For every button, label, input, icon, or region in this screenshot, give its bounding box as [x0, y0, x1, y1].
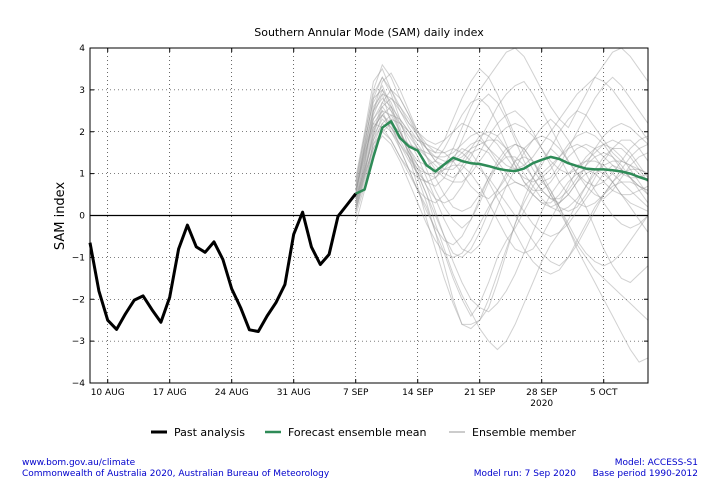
y-tick-label: −2	[72, 295, 85, 305]
legend-ensemble-member-label: Ensemble member	[472, 426, 576, 439]
ensemble-member-line	[355, 122, 649, 313]
chart-title: Southern Annular Mode (SAM) daily index	[254, 26, 484, 39]
ensemble-member-line	[355, 118, 649, 351]
y-tick-label: 0	[79, 212, 85, 222]
ensemble-member-line	[355, 63, 649, 183]
ensemble-member-line	[355, 118, 649, 212]
footer-url[interactable]: www.bom.gov.au/climate	[22, 458, 136, 468]
series-lines	[88, 120, 649, 333]
x-tick-label: 28 SEP	[526, 388, 558, 398]
past-analysis-line	[88, 192, 357, 333]
ensemble-member-line	[355, 122, 649, 275]
ensemble-member-line	[355, 135, 649, 258]
footer-run-date: Model run: 7 Sep 2020	[473, 469, 576, 479]
footer-model-run: Model run: 7 Sep 2020	[474, 458, 576, 480]
y-axis-label: SAM index	[53, 182, 68, 251]
y-tick-label: 2	[79, 128, 85, 138]
y-tick-label: 1	[79, 170, 85, 180]
footer-attribution: www.bom.gov.au/climate Commonwealth of A…	[22, 458, 329, 480]
y-tick-label: −1	[72, 253, 85, 263]
ensemble-member-line	[355, 76, 649, 330]
ensemble-members	[355, 47, 649, 363]
ensemble-member-line	[355, 93, 649, 204]
x-tick-label: 14 SEP	[402, 388, 434, 398]
ensemble-member-line	[355, 131, 649, 237]
ensemble-member-line	[355, 114, 649, 191]
grid	[90, 48, 648, 383]
ensemble-member-line	[355, 76, 649, 199]
x-tick-label: 7 SEP	[343, 388, 369, 398]
footer-copyright: Commonwealth of Australia 2020, Australi…	[22, 469, 330, 479]
footer-base-period: Base period 1990-2012	[592, 469, 698, 479]
x-tick-label: 24 AUG	[215, 388, 249, 398]
x-tick-label: 5 OCT	[590, 388, 618, 398]
x-tick-label: 10 AUG	[91, 388, 125, 398]
legend-ensemble-mean-label: Forecast ensemble mean	[288, 426, 427, 439]
ensemble-member-line	[355, 114, 649, 321]
ensemble-member-line	[355, 47, 649, 199]
ensemble-member-line	[355, 89, 649, 195]
axis-ticks: −4 −3 −2 −1 0 1 2 3 4 10 AUG 17 AUG 24 AUG 31 AUG 7 S…	[72, 44, 648, 409]
y-tick-label: −4	[72, 379, 86, 389]
footer-model-info: Model: ACCESS-S1 Base period 1990-2012	[593, 458, 698, 480]
x-tick-label: 21 SEP	[464, 388, 496, 398]
ensemble-member-line	[355, 92, 649, 363]
footer-model-name: Model: ACCESS-S1	[614, 458, 698, 468]
x-tick-label: 17 AUG	[153, 388, 187, 398]
ensemble-member-line	[355, 88, 649, 254]
legend: Past analysis Forecast ensemble mean Ensem…	[151, 426, 576, 439]
ensemble-mean-line	[355, 120, 649, 195]
ensemble-member-line	[355, 72, 649, 204]
x-tick-year-label: 2020	[530, 399, 553, 409]
y-tick-label: 3	[79, 86, 85, 96]
legend-past-analysis-label: Past analysis	[174, 426, 245, 439]
ensemble-member-line	[355, 89, 649, 212]
ensemble-member-line	[355, 97, 649, 208]
ensemble-member-line	[355, 97, 649, 191]
ensemble-member-line	[355, 80, 649, 200]
x-tick-label: 31 AUG	[277, 388, 311, 398]
y-tick-label: 4	[79, 44, 85, 54]
y-tick-label: −3	[72, 337, 85, 347]
ensemble-member-line	[355, 105, 649, 267]
footer-run-blank	[474, 458, 576, 469]
ensemble-member-line	[355, 67, 649, 267]
